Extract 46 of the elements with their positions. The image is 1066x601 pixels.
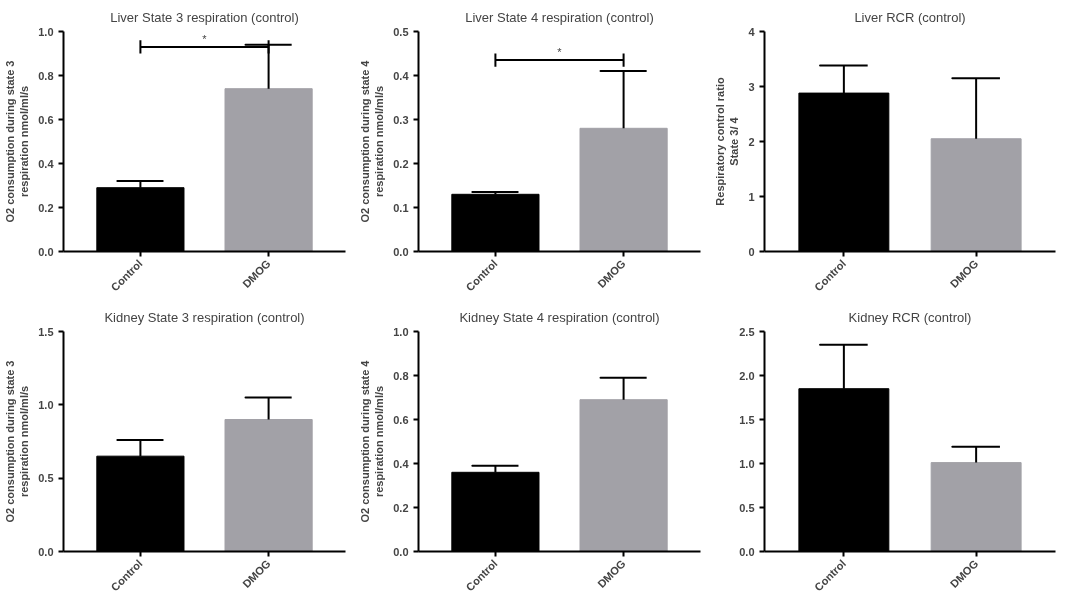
chart-title: Kidney State 4 respiration (control) bbox=[459, 309, 660, 325]
y-tick-label: 0.8 bbox=[393, 369, 409, 382]
chart-title: Liver RCR (control) bbox=[854, 9, 966, 25]
y-tick-label: 1.0 bbox=[739, 457, 755, 470]
y-axis-title: O2 consumption during state 3 respiration nmol/ml/s bbox=[3, 360, 31, 523]
annotation: * bbox=[202, 32, 208, 45]
y-tick-label: 3 bbox=[748, 80, 755, 93]
y-tick-label: 1.0 bbox=[393, 325, 409, 338]
y-tick-label: 0.0 bbox=[38, 545, 54, 558]
y-tick-label: 4 bbox=[748, 25, 756, 38]
y-tick-label: 2 bbox=[748, 135, 755, 148]
y-tick-label: 1.5 bbox=[739, 413, 755, 426]
y-tick-label: 2.0 bbox=[739, 369, 755, 382]
y-tick-label: 1.0 bbox=[38, 25, 54, 38]
y-tick-label: 1 bbox=[748, 190, 755, 203]
y-tick-label: 0.1 bbox=[393, 201, 409, 214]
y-tick-label: 0.2 bbox=[38, 201, 54, 214]
chart-title: Liver State 4 respiration (control) bbox=[465, 9, 654, 25]
y-tick-label: 0.3 bbox=[393, 113, 409, 126]
y-tick-label: 0.0 bbox=[393, 245, 409, 258]
chart-title: Kidney State 3 respiration (control) bbox=[104, 309, 305, 325]
y-tick-label: 0.0 bbox=[38, 245, 54, 258]
y-tick-label: 0.5 bbox=[38, 472, 54, 485]
y-axis-title: O2 consumption during state 4 respiration nmol/ml/s bbox=[358, 59, 386, 223]
y-tick-label: 0.0 bbox=[393, 545, 409, 558]
y-tick-label: 0.5 bbox=[739, 501, 755, 514]
chart-title: Kidney RCR (control) bbox=[848, 309, 972, 325]
y-tick-label: 1.5 bbox=[38, 325, 54, 338]
y-tick-label: 0.4 bbox=[38, 157, 55, 170]
y-tick-label: 0.8 bbox=[38, 69, 54, 82]
y-tick-label: 2.5 bbox=[739, 325, 755, 338]
y-tick-label: 0.6 bbox=[393, 413, 409, 426]
y-tick-label: 0.0 bbox=[739, 545, 755, 558]
y-tick-label: 1.0 bbox=[38, 398, 54, 411]
y-tick-label: 0.4 bbox=[393, 457, 410, 470]
y-axis-title: Respiratory control ratio State 3/ 4 bbox=[713, 77, 741, 206]
y-tick-label: 0 bbox=[748, 245, 755, 258]
y-tick-label: 0.5 bbox=[393, 25, 409, 38]
y-tick-label: 0.2 bbox=[393, 501, 409, 514]
y-tick-label: 0.2 bbox=[393, 157, 409, 170]
y-tick-label: 0.6 bbox=[38, 113, 54, 126]
y-axis-title: O2 consumption during state 3 respiration nmol/ml/s bbox=[3, 60, 31, 223]
chart-title: Liver State 3 respiration (control) bbox=[110, 9, 299, 25]
annotation: * bbox=[557, 46, 563, 59]
y-axis-title: O2 consumption during state 4 respiration nmol/ml/s bbox=[358, 359, 386, 523]
y-tick-label: 0.4 bbox=[393, 69, 410, 82]
